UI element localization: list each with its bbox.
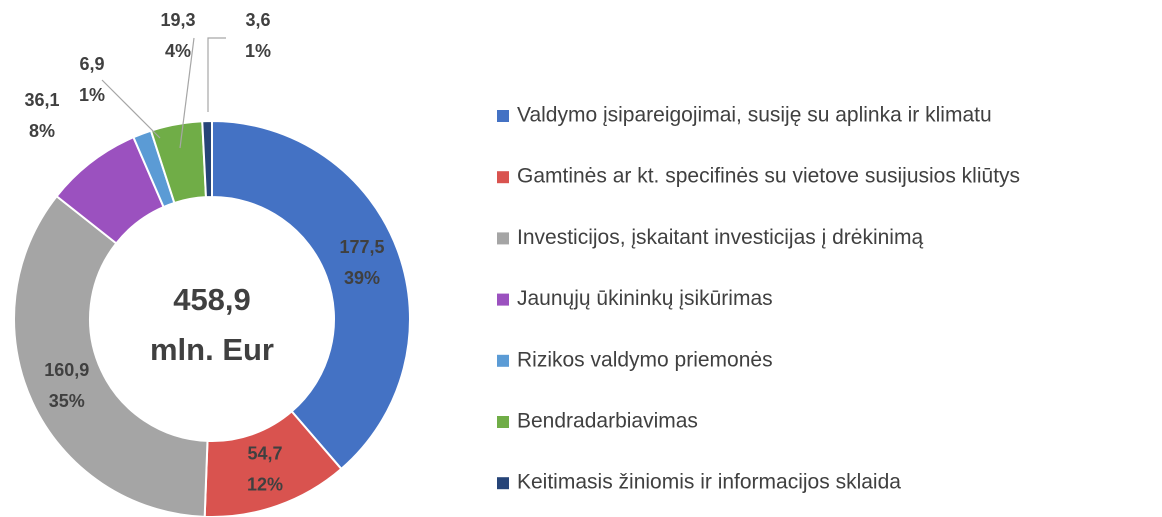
data-label-value: 19,3 (160, 10, 195, 30)
legend-label: Investicijos, įskaitant investicijas į d… (517, 226, 923, 249)
data-label-value: 177,5 (339, 237, 384, 257)
data-label-value: 3,6 (245, 10, 270, 30)
legend-label: Keitimasis žiniomis ir informacijos skla… (517, 471, 901, 494)
data-label-value: 36,1 (24, 90, 59, 110)
donut-slice (13, 194, 209, 517)
leader-line (101, 79, 161, 139)
center-value: 458,9 (173, 282, 251, 317)
data-label-percent: 1% (79, 85, 105, 105)
legend-swatch (497, 110, 509, 122)
leader-line (179, 37, 195, 149)
legend-swatch (497, 232, 509, 245)
leader-line (207, 37, 226, 112)
legend-label: Gamtinės ar kt. specifinės su vietove su… (517, 165, 1020, 188)
data-label-percent: 8% (29, 121, 55, 141)
legend-label: Bendradarbiavimas (517, 410, 698, 433)
data-label-value: 160,9 (44, 360, 89, 380)
data-label-percent: 4% (165, 41, 191, 61)
legend-swatch (497, 416, 509, 428)
data-label-percent: 1% (245, 41, 271, 61)
legend-swatch (497, 171, 509, 184)
legend-swatch (497, 293, 509, 306)
data-label-percent: 12% (247, 475, 283, 495)
legend-swatch (497, 354, 509, 367)
data-label-value: 54,7 (247, 444, 282, 464)
data-label-percent: 39% (344, 268, 380, 288)
donut-slice (201, 119, 213, 199)
legend-label: Rizikos valdymo priemonės (517, 348, 773, 371)
legend-label: Jaunųjų ūkininkų įsikūrimas (517, 287, 773, 310)
legend-label: Valdymo įsipareigojimai, susiję su aplin… (517, 104, 992, 127)
donut-slice (211, 119, 411, 471)
legend-swatch (497, 477, 509, 490)
data-label-percent: 35% (49, 391, 85, 411)
data-label-value: 6,9 (79, 54, 104, 74)
center-unit: mln. Eur (150, 332, 274, 367)
